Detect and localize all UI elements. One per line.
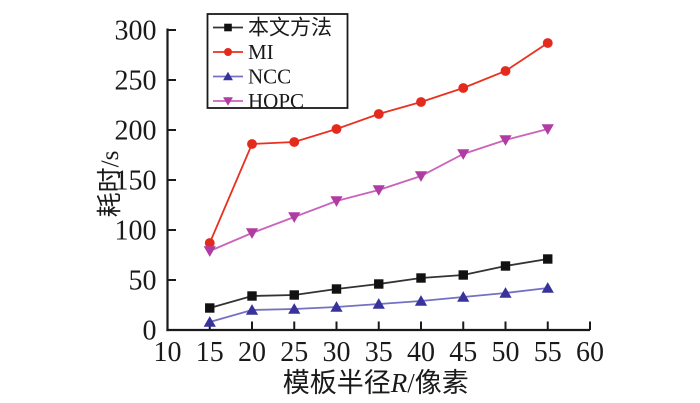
x-tick-label: 30: [323, 337, 351, 368]
y-tick-label: 150: [115, 166, 157, 197]
data-point: [414, 295, 428, 306]
x-tick-labels: 10 15 20 25 30 35 40 45 50 55 60: [154, 337, 605, 368]
legend-label: NCC: [248, 65, 291, 89]
data-point: [204, 238, 215, 248]
y-tick-label: 0: [143, 316, 157, 347]
x-tick-label: 10: [154, 337, 182, 368]
legend-item-本文方法: 本文方法: [213, 16, 332, 40]
legend-item-NCC: NCC: [213, 65, 291, 89]
legend-label: HOPC: [248, 89, 304, 113]
data-point: [541, 124, 554, 135]
data-point: [373, 109, 384, 119]
x-axis-title: 模板半径R/像素: [283, 368, 469, 398]
y-tick-label: 50: [129, 266, 157, 297]
data-point: [288, 303, 301, 314]
data-point: [374, 279, 384, 289]
series-本文方法: [205, 254, 553, 313]
data-point: [330, 196, 343, 207]
legend-marker-triangle-up: [223, 71, 233, 81]
data-point: [457, 149, 470, 160]
y-tick-label: 250: [115, 66, 157, 97]
series-MI: [204, 38, 553, 248]
data-point: [203, 316, 216, 327]
data-point: [458, 83, 469, 93]
legend-label: 本文方法: [248, 16, 332, 40]
y-tick-label: 100: [115, 216, 157, 247]
data-point: [245, 304, 259, 315]
data-point: [543, 254, 553, 264]
y-tick-labels: 0 50 100 150 200 250 300: [115, 16, 157, 347]
x-tick-label: 20: [238, 337, 266, 368]
data-point: [499, 287, 512, 298]
series-NCC: [203, 282, 554, 327]
series-HOPC: [203, 124, 554, 257]
data-point: [330, 301, 343, 312]
data-point: [500, 66, 511, 76]
x-tick-label: 35: [365, 337, 393, 368]
data-point: [458, 270, 468, 280]
data-point: [372, 298, 385, 309]
data-point: [500, 261, 511, 271]
legend-item-MI: MI: [213, 40, 274, 64]
data-point: [331, 284, 342, 294]
x-tick-label: 15: [196, 337, 224, 368]
x-tick-label: 25: [280, 337, 308, 368]
x-tick-label: 50: [492, 337, 520, 368]
legend-marker-circle: [224, 48, 232, 56]
data-point: [205, 303, 215, 313]
x-tick-label: 60: [576, 337, 604, 368]
data-point: [289, 137, 300, 147]
data-point: [245, 228, 259, 239]
data-point: [541, 282, 554, 293]
legend-label: MI: [248, 40, 274, 64]
y-tick-label: 200: [115, 116, 157, 147]
data-point: [331, 124, 342, 134]
data-point: [288, 212, 301, 223]
data-point: [372, 185, 385, 196]
y-tick-label: 300: [115, 16, 157, 47]
data-point: [247, 139, 257, 149]
data-point: [416, 273, 426, 283]
data-point: [414, 171, 428, 182]
data-point: [416, 97, 426, 107]
data-point: [289, 290, 299, 300]
x-tick-label: 55: [534, 337, 562, 368]
data-point: [499, 135, 512, 146]
legend-marker-triangle-down: [223, 97, 233, 106]
data-point: [457, 291, 470, 302]
data-point: [247, 291, 257, 301]
y-axis-title: 耗时/s: [96, 151, 124, 218]
data-point: [203, 246, 216, 257]
x-tick-label: 40: [407, 337, 435, 368]
legend-marker-square: [224, 23, 232, 32]
legend-item-HOPC: HOPC: [213, 89, 304, 113]
data-point: [542, 38, 553, 48]
x-tick-label: 45: [449, 337, 477, 368]
axis-ticks: [166, 29, 591, 331]
